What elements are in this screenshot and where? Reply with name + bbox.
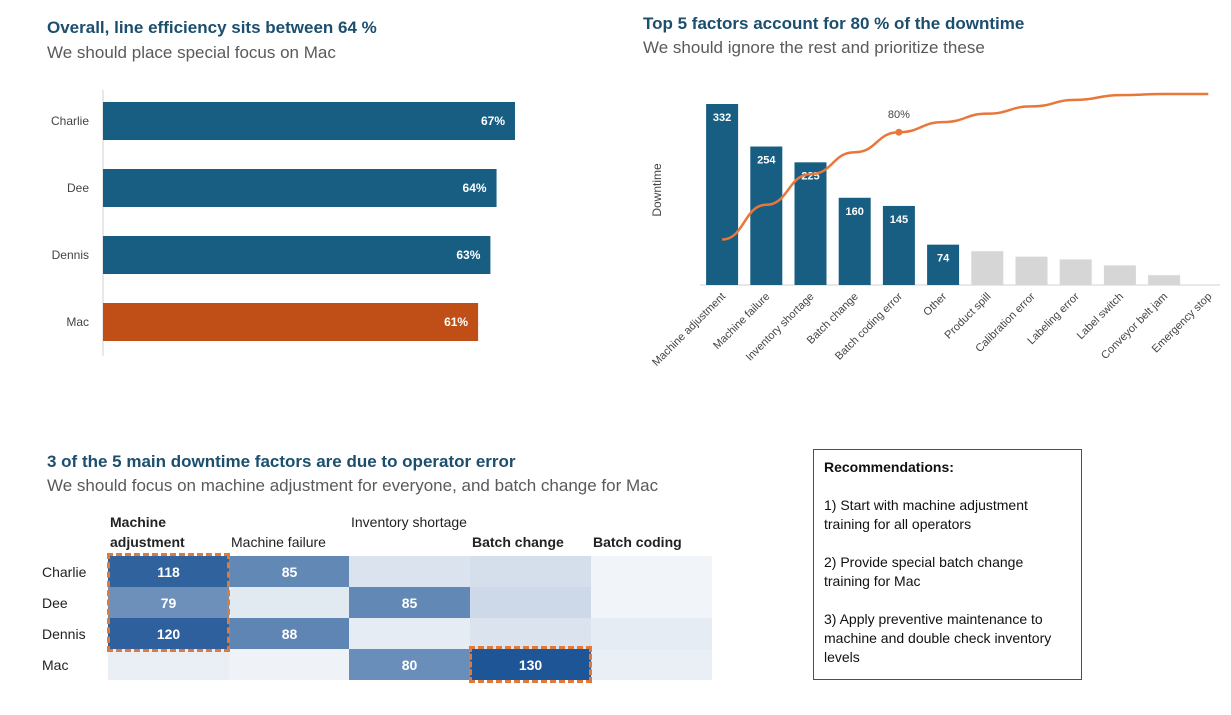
heatmap-cell-dee-machine-failure — [229, 587, 350, 618]
highlight-machine-adjustment — [107, 553, 230, 652]
highlight-mac-batch-change — [469, 646, 592, 683]
bar-machine-failure — [750, 146, 783, 285]
bar-dennis — [103, 236, 491, 274]
bar-batch-coding-error — [882, 205, 915, 285]
heatmap-cell-charlie-machine-failure: 85 — [229, 556, 350, 587]
cumulative-marker — [895, 128, 903, 136]
category-label-dennis: Dennis — [52, 248, 89, 262]
recommendation-2: 2) Provide special batch change training… — [824, 554, 1024, 589]
heatmap-cell-mac-machine-adjustment — [108, 649, 229, 680]
heatmap-cell-mac-machine-failure — [229, 649, 350, 680]
efficiency-bar-chart: Charlie 67% Dee 64% Dennis 63% Mac 61% — [51, 90, 515, 356]
heatmap-cell-dee-inventory-shortage: 85 — [349, 587, 470, 618]
tick-label-machine-adjustment: Machine adjustment — [650, 291, 728, 369]
heatmap-cell-charlie-batch-coding-error — [591, 556, 712, 587]
bar-label-switch — [1103, 265, 1136, 285]
heatmap-cell-charlie-batch-change — [470, 556, 591, 587]
bar-labeling-error — [1059, 259, 1092, 285]
row-label-dee: Dee — [42, 595, 68, 611]
data-label-batch-change: 160 — [846, 206, 864, 218]
y-axis-label: Downtime — [650, 163, 664, 217]
heatmap-cell-mac-batch-coding-error — [591, 649, 712, 680]
bar-calibration-error — [1015, 256, 1048, 285]
category-label-charlie: Charlie — [51, 114, 89, 128]
efficiency-chart-title: Overall, line efficiency sits between 64… — [47, 18, 377, 37]
data-label-machine-adjustment: 332 — [713, 112, 731, 124]
heatmap-cell-dennis-batch-change — [470, 618, 591, 649]
recommendations-title: Recommendations: — [824, 459, 954, 475]
data-label-charlie: 67% — [481, 114, 505, 128]
heatmap-cell-charlie-inventory-shortage — [349, 556, 470, 587]
heatmap-title: 3 of the 5 main downtime factors are due… — [47, 452, 516, 471]
category-label-dee: Dee — [67, 181, 89, 195]
recommendation-1: 1) Start with machine adjustment trainin… — [824, 497, 1028, 532]
heatmap-cell-dennis-machine-failure: 88 — [229, 618, 350, 649]
bar-conveyor-belt-jam — [1148, 275, 1181, 285]
heatmap-cell-dee-machine-adjustment: 79 — [108, 587, 229, 618]
recommendations-box: Recommendations: 1) Start with machine a… — [813, 449, 1082, 680]
heatmap-cell-mac-inventory-shortage: 80 — [349, 649, 470, 680]
row-label-mac: Mac — [42, 657, 69, 673]
bar-charlie — [103, 102, 515, 140]
heatmap-cell-dee-batch-change — [470, 587, 591, 618]
data-label-batch-coding-error: 145 — [890, 214, 908, 226]
heatmap-cell-dennis-inventory-shortage — [349, 618, 470, 649]
bar-product-spill — [971, 251, 1004, 285]
column-header-machine-failure: Machine failure — [231, 534, 326, 550]
heatmap-cell-dee-batch-coding-error — [591, 587, 712, 618]
row-label-charlie: Charlie — [42, 564, 87, 580]
bar-batch-change — [838, 197, 871, 285]
heatmap-cell-mac-batch-change: 130 — [470, 649, 591, 680]
tick-label-other: Other — [921, 290, 949, 318]
bar-other — [927, 244, 960, 285]
column-header-inventory-shortage: Inventory shortage — [351, 514, 467, 530]
bar-dee — [103, 169, 497, 207]
cumulative-annotation: 80% — [888, 109, 910, 121]
cumulative-line — [721, 92, 1209, 241]
bar-machine-adjustment — [706, 104, 739, 285]
bar-inventory-shortage — [794, 162, 827, 285]
column-header-batch-change: Batch change — [472, 534, 564, 550]
pareto-chart-title: Top 5 factors account for 80 % of the do… — [643, 14, 1025, 33]
data-label-machine-failure: 254 — [757, 155, 776, 167]
row-label-dennis: Dennis — [42, 626, 86, 642]
data-label-dee: 64% — [463, 181, 487, 195]
efficiency-chart-subtitle: We should place special focus on Mac — [47, 43, 336, 62]
heatmap-subtitle: We should focus on machine adjustment fo… — [47, 476, 659, 495]
data-label-dennis: 63% — [456, 248, 480, 262]
bar-mac — [103, 303, 479, 341]
heatmap-cell-charlie-machine-adjustment: 118 — [108, 556, 229, 587]
heatmap-cell-dennis-machine-adjustment: 120 — [108, 618, 229, 649]
heatmap-cell-dennis-batch-coding-error — [591, 618, 712, 649]
column-header-machine-adjustment: Machine adjustment — [110, 514, 185, 550]
data-label-mac: 61% — [444, 315, 468, 329]
recommendation-3: 3) Apply preventive maintenance to machi… — [824, 611, 1052, 665]
data-label-other: 74 — [937, 253, 950, 265]
category-label-mac: Mac — [66, 315, 89, 329]
pareto-chart-subtitle: We should ignore the rest and prioritize… — [643, 38, 985, 57]
